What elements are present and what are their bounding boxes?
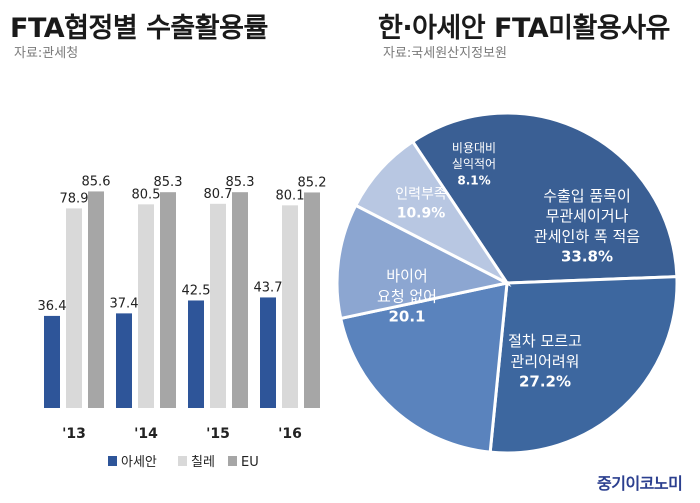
data-label: 36.4 — [38, 299, 67, 314]
x-tick-label: '15 — [206, 426, 230, 442]
bar-아세안-'14 — [116, 313, 132, 408]
bar-아세안-'16 — [260, 297, 276, 408]
brand-logo: 중기이코노미 — [597, 474, 683, 493]
pie-value-label: 20.1 — [388, 308, 425, 326]
pie-value-label: 33.8% — [561, 248, 613, 266]
data-label: 85.3 — [226, 175, 255, 190]
bar-EU-'13 — [88, 191, 104, 408]
x-tick-label: '16 — [278, 426, 302, 442]
pie-slice-4 — [353, 139, 512, 287]
legend-swatch-칠레 — [178, 456, 187, 466]
bar-EU-'15 — [232, 192, 248, 408]
pie-value-label: 10.9% — [397, 205, 446, 221]
data-label: 78.9 — [60, 191, 89, 206]
pie-slice-3 — [335, 203, 512, 321]
pie-value-label: 8.1% — [457, 173, 490, 187]
pie-chart-title: 한·아세안 FTA미활용사유 — [378, 13, 670, 44]
pie-slice-2 — [338, 281, 509, 454]
pie-slice-label: 절차 모르고 — [508, 332, 582, 350]
bar-chart-title: FTA협정별 수출활용률 — [10, 13, 268, 44]
pie-slice-label: 비용대비 — [452, 141, 496, 155]
legend-swatch-아세안 — [108, 456, 117, 466]
pie-slice-label: 관리어려워 — [510, 352, 579, 370]
bar-EU-'14 — [160, 192, 176, 408]
data-label: 80.5 — [132, 187, 161, 202]
data-label: 85.6 — [82, 174, 111, 189]
bar-아세안-'15 — [188, 300, 204, 408]
pie-slice-label: 요청 없어 — [377, 287, 437, 305]
pie-chart-source: 자료:국세원산지정보원 — [383, 46, 507, 61]
x-tick-label: '13 — [62, 426, 86, 442]
pie-slice-label: 바이어 — [386, 267, 427, 285]
bar-EU-'16 — [304, 192, 320, 408]
pie-slice-label: 수출입 품목이 — [543, 187, 631, 205]
x-tick-label: '14 — [134, 426, 158, 442]
data-label: 85.3 — [154, 175, 183, 190]
bar-칠레-'15 — [210, 203, 226, 408]
bar-chart-source: 자료:관세청 — [14, 46, 79, 61]
data-label: 80.1 — [276, 188, 305, 203]
data-label: 80.7 — [204, 187, 233, 202]
legend-swatch-EU — [228, 456, 237, 466]
bar-칠레-'16 — [282, 205, 298, 408]
legend-label-EU: EU — [241, 455, 259, 470]
pie-slice-label: 무관세이거나 — [546, 207, 629, 225]
data-label: 42.5 — [182, 283, 211, 298]
pie-value-label: 27.2% — [519, 373, 571, 391]
bar-아세안-'13 — [44, 315, 60, 408]
pie-slice-label: 인력부족 — [395, 186, 447, 202]
data-label: 43.7 — [254, 280, 283, 295]
pie-slice-label: 실익적어 — [452, 157, 496, 171]
data-label: 85.2 — [298, 175, 327, 190]
legend-label-칠레: 칠레 — [191, 455, 215, 470]
bar-칠레-'13 — [66, 208, 82, 408]
pie-slice-label: 관세인하 폭 적음 — [534, 227, 640, 245]
pie-slice-1 — [488, 275, 679, 455]
data-label: 37.4 — [110, 296, 139, 311]
bar-칠레-'14 — [138, 204, 154, 408]
legend-label-아세안: 아세안 — [121, 455, 157, 470]
